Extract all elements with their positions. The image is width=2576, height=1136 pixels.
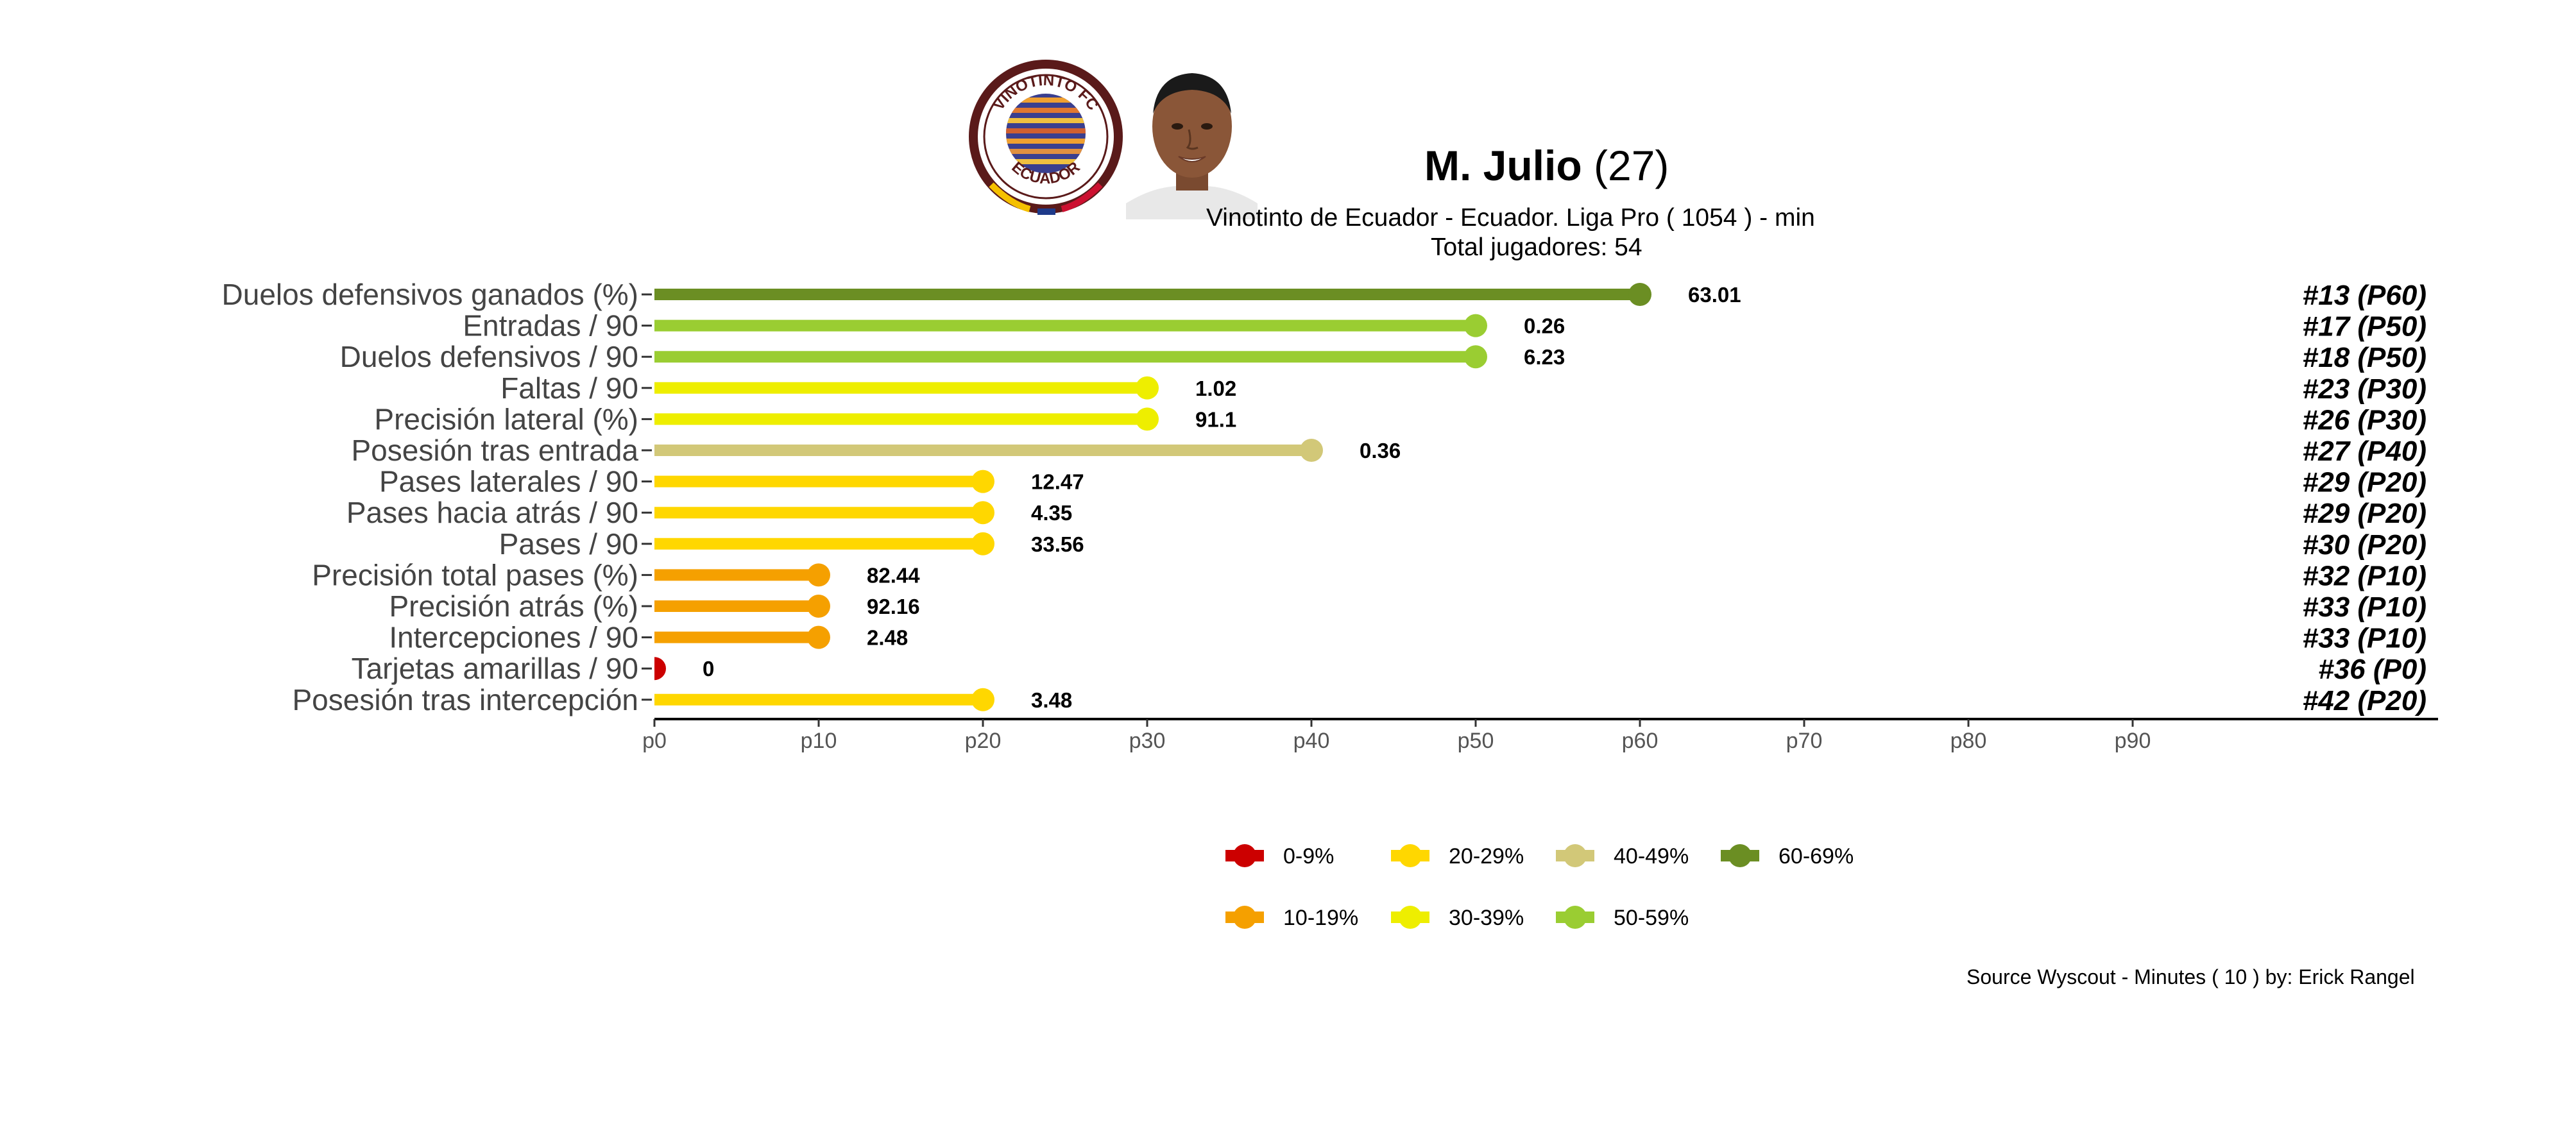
chart-rows: Duelos defensivos ganados (%) 63.01 #13 (P…: [222, 278, 2427, 716]
rank-label: #29 (P20): [2303, 498, 2427, 529]
metric-label: Precisión lateral (%): [374, 402, 638, 436]
rank-label: #32 (P10): [2303, 560, 2427, 591]
value-label: 82.44: [867, 563, 920, 587]
player-subtitle: Vinotinto de Ecuador - Ecuador. Liga Pro…: [1206, 204, 1815, 232]
rank-label: #36 (P0): [2318, 654, 2427, 685]
x-tick-label: p80: [1950, 729, 1987, 753]
lollipop-dot: [807, 625, 830, 649]
lollipop-dot: [1464, 314, 1487, 337]
metric-label: Tarjetas amarillas / 90: [352, 652, 638, 685]
legend-swatch-dot: [1564, 844, 1587, 867]
value-label: 3.48: [1031, 688, 1072, 712]
lollipop-dot: [654, 657, 666, 681]
metric-label: Entradas / 90: [463, 309, 638, 343]
legend-label: 60-69%: [1778, 844, 1854, 869]
value-label: 2.48: [867, 626, 908, 650]
x-tick-label: p40: [1293, 729, 1330, 753]
lollipop-dot: [971, 470, 994, 493]
value-label: 33.56: [1031, 532, 1084, 556]
x-tick-label: p90: [2115, 729, 2151, 753]
rank-label: #33 (P10): [2303, 591, 2427, 623]
metric-label: Duelos defensivos / 90: [340, 340, 638, 373]
lollipop-dot: [971, 688, 994, 711]
value-label: 4.35: [1031, 501, 1072, 525]
rank-label: #17 (P50): [2303, 311, 2427, 343]
legend-swatch-dot: [1233, 844, 1256, 867]
legend-swatch-dot: [1399, 906, 1422, 929]
x-tick-label: p0: [642, 729, 667, 753]
metric-label: Faltas / 90: [500, 371, 638, 405]
rank-label: #27 (P40): [2303, 436, 2427, 467]
total-players: Total jugadores: 54: [1431, 233, 1642, 261]
x-tick-label: p30: [1129, 729, 1166, 753]
legend-swatch-dot: [1233, 906, 1256, 929]
player-age: (27): [1594, 142, 1669, 189]
source-caption: Source Wyscout - Minutes ( 10 ) by: Eric…: [1966, 965, 2415, 988]
rank-label: #33 (P10): [2303, 623, 2427, 654]
x-tick-label: p20: [965, 729, 1002, 753]
value-label: 92.16: [867, 595, 920, 618]
x-tick-label: p50: [1458, 729, 1494, 753]
value-label: 6.23: [1524, 345, 1565, 369]
rank-label: #18 (P50): [2303, 342, 2427, 373]
metric-label: Pases hacia atrás / 90: [346, 496, 638, 529]
rank-label: #26 (P30): [2303, 404, 2427, 436]
metric-label: Duelos defensivos ganados (%): [222, 278, 638, 311]
metric-label: Pases laterales / 90: [379, 465, 638, 498]
lollipop-dot: [971, 532, 994, 555]
x-tick-label: p70: [1786, 729, 1823, 753]
rank-label: #29 (P20): [2303, 467, 2427, 498]
x-tick-label: p10: [801, 729, 837, 753]
legend-label: 30-39%: [1449, 906, 1524, 930]
chart-legend: 0-9% 10-19% 20-29% 30-39% 40-49% 50-59% 60-69%: [1225, 844, 1854, 930]
rank-label: #13 (P60): [2303, 280, 2427, 311]
value-label: 63.01: [1688, 283, 1741, 307]
metric-label: Posesión tras entrada: [352, 434, 639, 467]
x-tick-label: p60: [1622, 729, 1659, 753]
player-photo: [1126, 59, 1258, 219]
metric-label: Intercepciones / 90: [389, 621, 638, 654]
lollipop-dot: [971, 501, 994, 525]
lollipop-dot: [1300, 439, 1323, 462]
legend-label: 40-49%: [1614, 844, 1689, 869]
legend-label: 0-9%: [1283, 844, 1334, 869]
value-label: 12.47: [1031, 470, 1084, 494]
club-crest-logo: VINOTINTO FC ECUADOR: [969, 60, 1123, 215]
legend-swatch-dot: [1564, 906, 1587, 929]
value-label: 0.36: [1360, 439, 1401, 462]
lollipop-dot: [1464, 345, 1487, 369]
metric-label: Pases / 90: [499, 527, 638, 561]
rank-label: #30 (P20): [2303, 529, 2427, 561]
x-axis: p0 p10 p20 p30 p40 p50 p60 p70 p80 p90: [642, 718, 2438, 753]
rank-label: #23 (P30): [2303, 373, 2427, 405]
value-label: 91.1: [1195, 407, 1236, 431]
player-name: M. Julio: [1424, 142, 1582, 189]
metric-label: Posesión tras intercepción: [292, 683, 638, 716]
lollipop-dot: [807, 595, 830, 618]
metric-label: Precisión atrás (%): [389, 589, 638, 623]
legend-label: 10-19%: [1283, 906, 1358, 930]
lollipop-dot: [1628, 283, 1651, 306]
value-label: 0: [703, 657, 714, 681]
legend-label: 50-59%: [1614, 906, 1689, 930]
value-label: 1.02: [1195, 377, 1236, 400]
lollipop-dot: [1136, 407, 1159, 431]
legend-label: 20-29%: [1449, 844, 1524, 869]
lollipop-dot: [1136, 376, 1159, 400]
metric-label: Precisión total pases (%): [312, 558, 638, 591]
lollipop-dot: [807, 563, 830, 587]
rank-label: #42 (P20): [2303, 685, 2427, 716]
legend-swatch-dot: [1728, 844, 1752, 867]
player-title: M. Julio (27): [1424, 141, 1669, 190]
value-label: 0.26: [1524, 314, 1565, 338]
legend-swatch-dot: [1399, 844, 1422, 867]
